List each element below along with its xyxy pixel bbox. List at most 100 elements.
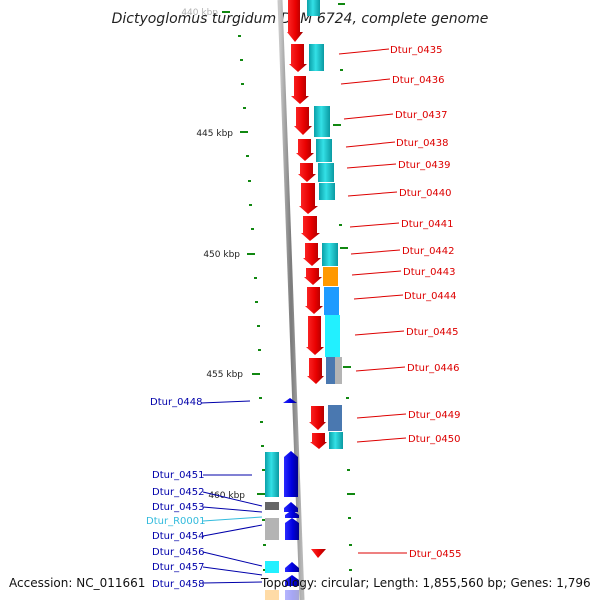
gene-label-right[interactable]: Dtur_0443 (403, 267, 456, 278)
gene-label-right[interactable]: Dtur_0455 (409, 549, 462, 560)
gene-label-left[interactable]: Dtur_0456 (152, 547, 205, 558)
label-leader (202, 506, 263, 513)
gene-label-right[interactable]: Dtur_0450 (408, 434, 461, 445)
cog-block (324, 287, 339, 315)
scale-axis: 440 kbp 445 kbp 450 kbp 455 kbp 460 kbp (181, 3, 355, 571)
cog-block (322, 243, 338, 266)
gene-arrow-forward[interactable] (306, 316, 324, 355)
reverse-strand-genes (283, 398, 299, 600)
gene-label-right[interactable]: Dtur_0438 (396, 138, 449, 149)
gene-label-right[interactable]: Dtur_0446 (407, 363, 460, 374)
gene-arrow-reverse[interactable] (285, 510, 299, 518)
label-leader (202, 491, 263, 507)
forward-strand-genes (287, 0, 327, 558)
gene-label-right[interactable]: Dtur_0435 (390, 45, 443, 56)
label-leader (343, 113, 394, 120)
gene-label-right[interactable]: Dtur_0439 (398, 160, 451, 171)
cog-blocks-forward (307, 0, 343, 449)
cog-block (325, 315, 340, 357)
cog-block (265, 561, 279, 573)
gene-label-right[interactable]: Dtur_0442 (402, 246, 455, 257)
label-leader (354, 330, 405, 336)
cog-block (335, 357, 342, 384)
label-leader (353, 294, 404, 300)
cog-block (318, 163, 334, 182)
cog-block (265, 590, 279, 600)
label-leader (340, 78, 391, 85)
tick-label: 445 kbp (196, 129, 233, 139)
gene-arrow-reverse[interactable] (285, 575, 299, 586)
cog-block (309, 44, 324, 71)
label-leader (202, 566, 263, 576)
cog-blocks-reverse (265, 452, 279, 600)
label-leader (202, 524, 263, 537)
gene-arrow-forward[interactable] (298, 163, 316, 182)
tick-label: 450 kbp (203, 250, 240, 260)
gene-arrow-forward[interactable] (311, 549, 326, 558)
tick-label: 440 kbp (181, 8, 218, 18)
label-leader (356, 413, 407, 419)
gene-label-left[interactable]: Dtur_0448 (150, 397, 203, 408)
cog-block (326, 357, 335, 384)
gene-label-left[interactable]: Dtur_R0001 (146, 516, 205, 527)
gene-label-right[interactable]: Dtur_0444 (404, 291, 457, 302)
gene-arrow-reverse[interactable] (285, 518, 299, 540)
gene-arrow-forward[interactable] (304, 268, 322, 285)
gene-arrow-reverse[interactable] (283, 398, 297, 403)
gene-arrow-reverse[interactable] (285, 590, 299, 600)
gene-label-right[interactable]: Dtur_0437 (395, 110, 448, 121)
cog-block (265, 452, 279, 497)
label-leader (347, 191, 398, 197)
label-leader (200, 400, 251, 404)
gene-arrow-forward[interactable] (296, 139, 314, 161)
gene-arrow-reverse[interactable] (284, 451, 298, 497)
tick-label: 455 kbp (206, 370, 243, 380)
gene-label-right[interactable]: Dtur_0436 (392, 75, 445, 86)
right-gene-labels: Dtur_0435 Dtur_0436 Dtur_0437 Dtur_0438 … (338, 45, 462, 560)
gene-label-right[interactable]: Dtur_0440 (399, 188, 452, 199)
gene-label-right[interactable]: Dtur_0449 (408, 410, 461, 421)
gene-arrow-reverse[interactable] (284, 502, 298, 512)
gene-arrow-forward[interactable] (289, 44, 307, 72)
gene-arrow-forward[interactable] (294, 107, 312, 135)
topology-label: Topology: circular; Length: 1,855,560 bp… (260, 576, 591, 590)
gene-label-left[interactable]: Dtur_0451 (152, 470, 205, 481)
label-leader (345, 141, 396, 148)
gene-arrow-forward[interactable] (301, 216, 320, 241)
gene-arrow-forward[interactable] (303, 243, 321, 266)
label-leader (346, 163, 397, 169)
label-leader (202, 551, 263, 567)
gene-arrow-forward[interactable] (291, 76, 309, 104)
left-gene-labels: Dtur_0448 Dtur_0451 Dtur_0452 Dtur_0453 … (146, 397, 263, 590)
cog-block (307, 0, 320, 16)
cog-block (265, 518, 279, 540)
cog-block (314, 106, 330, 137)
accession-label: Accession: NC_011661 (9, 576, 145, 590)
gene-label-left[interactable]: Dtur_0458 (152, 579, 205, 590)
label-leader (350, 249, 401, 255)
gene-arrow-forward[interactable] (309, 406, 326, 430)
gene-label-right[interactable]: Dtur_0445 (406, 327, 459, 338)
cog-block (328, 405, 342, 431)
label-leader (338, 48, 390, 55)
tick-label: 460 kbp (208, 491, 245, 501)
cog-block (316, 139, 332, 162)
gene-label-left[interactable]: Dtur_0452 (152, 487, 205, 498)
gene-label-left[interactable]: Dtur_0457 (152, 562, 205, 573)
gene-arrow-reverse[interactable] (285, 562, 299, 572)
gene-arrow-forward[interactable] (305, 287, 323, 314)
label-leader (355, 366, 406, 372)
gene-arrow-forward[interactable] (307, 358, 324, 384)
label-leader (349, 222, 400, 228)
gene-arrow-forward[interactable] (310, 433, 327, 449)
cog-block (323, 267, 338, 286)
gene-arrow-forward[interactable] (287, 0, 303, 42)
label-leader (202, 516, 263, 522)
gene-label-left[interactable]: Dtur_0454 (152, 531, 205, 542)
label-leader (202, 581, 263, 584)
gene-arrow-forward[interactable] (299, 183, 318, 214)
gene-label-left[interactable]: Dtur_0453 (152, 502, 205, 513)
gene-label-right[interactable]: Dtur_0441 (401, 219, 454, 230)
cog-block (319, 183, 335, 200)
